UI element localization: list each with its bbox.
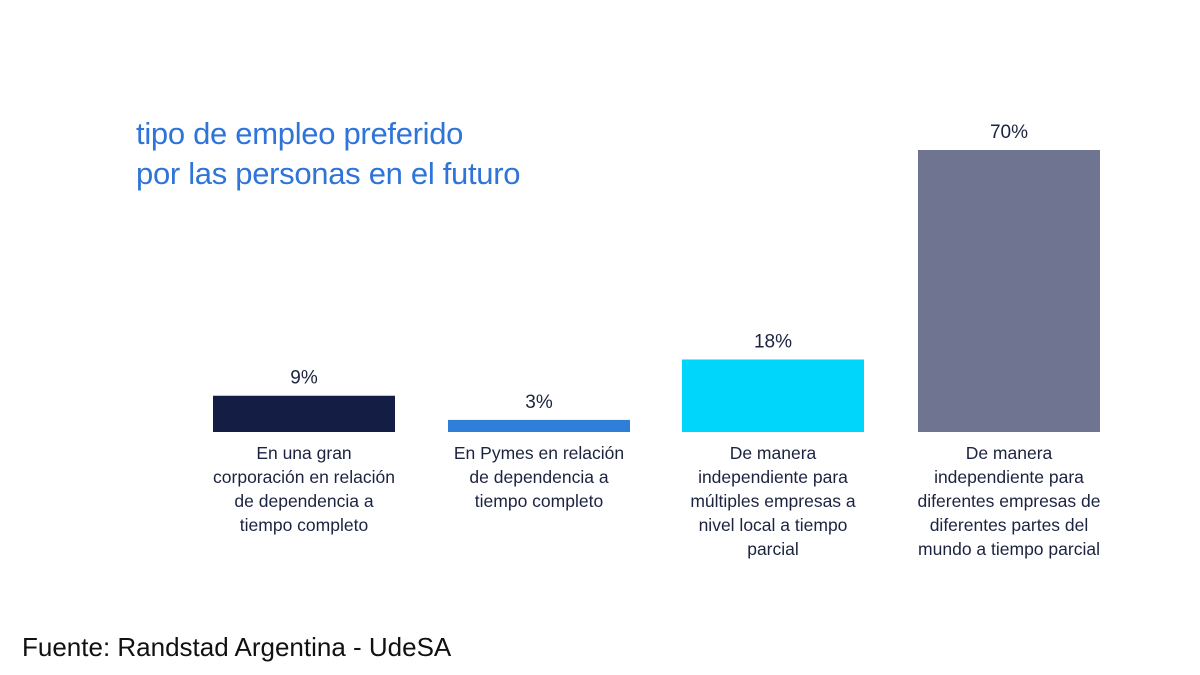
category-label-4: De manera independiente para diferentes em… xyxy=(918,443,1101,559)
chart-title-line-1: tipo de empleo preferido xyxy=(136,116,464,151)
bar-4 xyxy=(918,150,1100,432)
bar-2 xyxy=(448,419,630,432)
bar-value-label-3: 18% xyxy=(754,331,792,352)
category-label-3: De manera independiente para múltiples emp… xyxy=(690,443,856,559)
category-label-1: En una gran corporación en relación de dep… xyxy=(213,443,395,535)
bar-1 xyxy=(213,395,395,432)
bar-3 xyxy=(682,359,864,432)
bar-value-label-1: 9% xyxy=(290,368,318,389)
bar-value-label-4: 70% xyxy=(990,122,1028,143)
source-note: Fuente: Randstad Argentina - UdeSA xyxy=(22,632,452,662)
chart-title: tipo de empleo preferido por las persona… xyxy=(136,114,696,194)
bar-value-label-2: 3% xyxy=(525,392,553,413)
chart-title-line-2: por las personas en el futuro xyxy=(136,156,521,191)
category-label-2: En Pymes en relación de dependencia a tiem… xyxy=(454,443,624,511)
